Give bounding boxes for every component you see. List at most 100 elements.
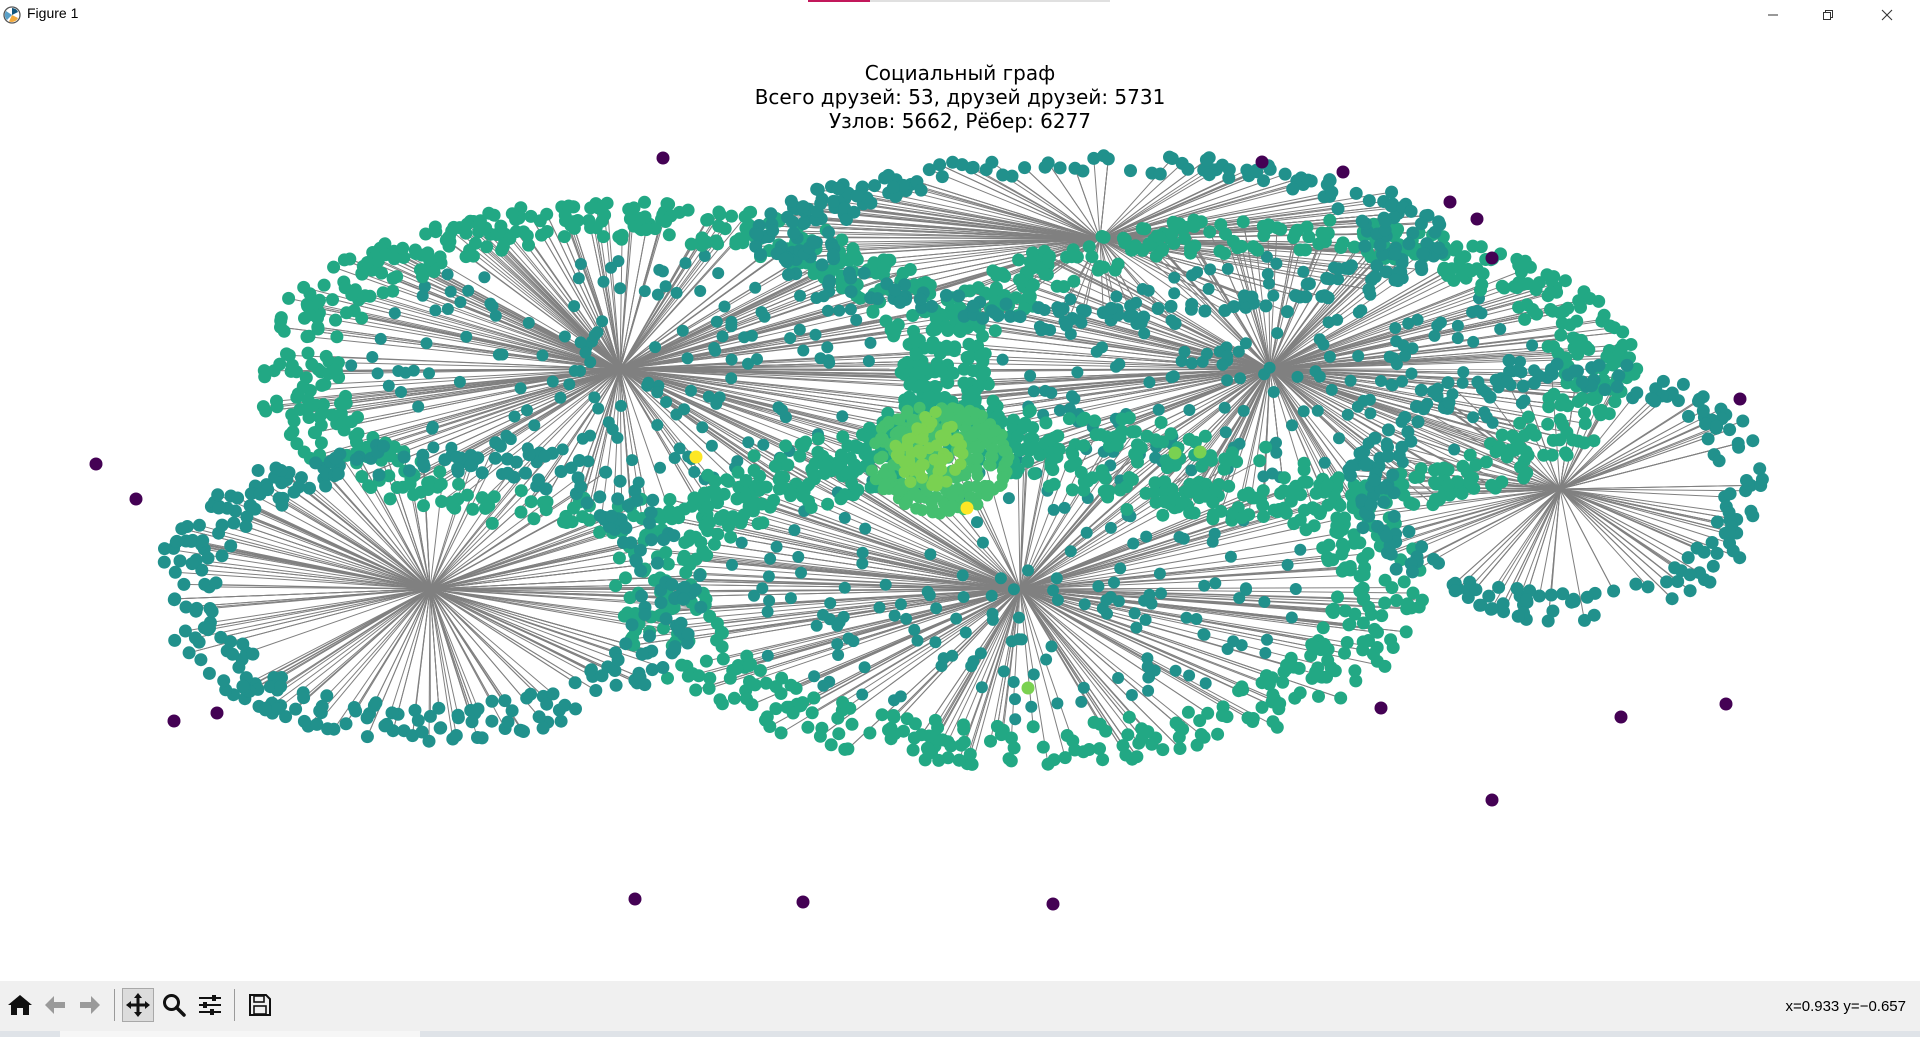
graph-node [1141, 652, 1154, 665]
graph-node [1518, 394, 1531, 407]
graph-node [639, 223, 653, 237]
graph-node [1092, 580, 1105, 593]
graph-node [1059, 318, 1073, 332]
graph-node [837, 610, 850, 623]
graph-node [1320, 271, 1334, 285]
graph-node [1156, 743, 1170, 757]
graph-node [309, 456, 323, 470]
graph-edge [588, 368, 621, 506]
graph-node [396, 241, 410, 255]
graph-node [1066, 243, 1080, 257]
graph-node [742, 436, 755, 449]
maximize-button[interactable] [1805, 0, 1851, 29]
graph-node [940, 339, 953, 353]
graph-edge [429, 523, 613, 590]
graph-edge [619, 368, 632, 505]
graph-node [1294, 543, 1307, 556]
graph-node [971, 516, 983, 529]
graph-edge [258, 588, 431, 707]
graph-edge [317, 326, 621, 370]
graph-node [1331, 262, 1345, 276]
graph-node [748, 589, 760, 602]
graph-node [1389, 562, 1403, 576]
graph-node [1235, 511, 1249, 525]
graph-node [1362, 283, 1376, 297]
graph-node [1375, 375, 1387, 387]
graph-edge [563, 236, 621, 370]
graph-node [195, 563, 209, 577]
graph-node [921, 742, 935, 756]
graph-node [1550, 357, 1564, 371]
figure-canvas[interactable]: Социальный граф Всего друзей: 53, друзей… [0, 29, 1920, 981]
graph-node [626, 454, 639, 467]
graph-node [1142, 284, 1155, 297]
graph-node [722, 474, 735, 488]
graph-node [527, 512, 541, 526]
graph-edge [277, 588, 431, 691]
graph-node [1586, 393, 1600, 406]
graph-node [1566, 433, 1580, 447]
graph-node [744, 657, 757, 671]
graph-node [985, 155, 999, 169]
graph-node [764, 552, 777, 565]
graph-node [1415, 263, 1429, 277]
graph-node [827, 194, 840, 208]
graph-edge [1093, 158, 1101, 240]
graph-node [1153, 167, 1167, 181]
graph-node [1158, 495, 1172, 509]
minimize-button[interactable] [1750, 0, 1796, 29]
graph-node [593, 490, 607, 504]
graph-node [925, 496, 938, 509]
graph-node [957, 722, 971, 736]
graph-node [209, 576, 223, 590]
graph-node [1227, 635, 1240, 648]
graph-node [1740, 474, 1753, 487]
graph-node [215, 518, 229, 532]
graph-node [1574, 300, 1587, 314]
graph-node [1113, 358, 1126, 371]
close-button[interactable] [1864, 0, 1910, 29]
graph-node [1032, 301, 1046, 315]
graph-node [1558, 274, 1572, 288]
graph-edge [619, 368, 875, 434]
graph-node [1051, 594, 1064, 606]
graph-node [696, 544, 710, 558]
graph-node [673, 442, 686, 455]
graph-node [836, 696, 850, 709]
graph-node [1139, 486, 1153, 500]
graph-node [1337, 541, 1351, 555]
graph-node [303, 308, 316, 322]
graph-node [303, 481, 316, 495]
graph-node [651, 386, 664, 399]
graph-node [961, 352, 975, 366]
graph-node [725, 209, 738, 223]
graph-node [1090, 345, 1103, 358]
graph-node [371, 367, 384, 380]
graph-node [710, 315, 723, 328]
graph-node [1313, 333, 1326, 346]
graph-edge [1559, 398, 1652, 490]
graph-node [1517, 471, 1531, 485]
graph-node [316, 406, 330, 420]
graph-node [1234, 372, 1247, 385]
graph-node [924, 548, 937, 561]
graph-node [1023, 404, 1037, 418]
graph-node [1519, 445, 1533, 459]
graph-edge [539, 220, 621, 370]
graph-node [1390, 358, 1403, 371]
graph-node [1145, 737, 1159, 751]
graph-node [1101, 152, 1115, 166]
window-title: Figure 1 [27, 5, 79, 21]
graph-node [1463, 448, 1477, 462]
graph-node [756, 582, 769, 595]
graph-node [967, 655, 980, 668]
graph-node [1300, 277, 1314, 291]
graph-node [832, 649, 845, 661]
graph-node [1096, 753, 1110, 767]
graph-node [633, 543, 647, 557]
graph-node [419, 227, 433, 241]
graph-edge [1019, 460, 1167, 590]
graph-node [747, 449, 761, 463]
graph-node [441, 268, 454, 281]
graph-node [1334, 241, 1348, 254]
